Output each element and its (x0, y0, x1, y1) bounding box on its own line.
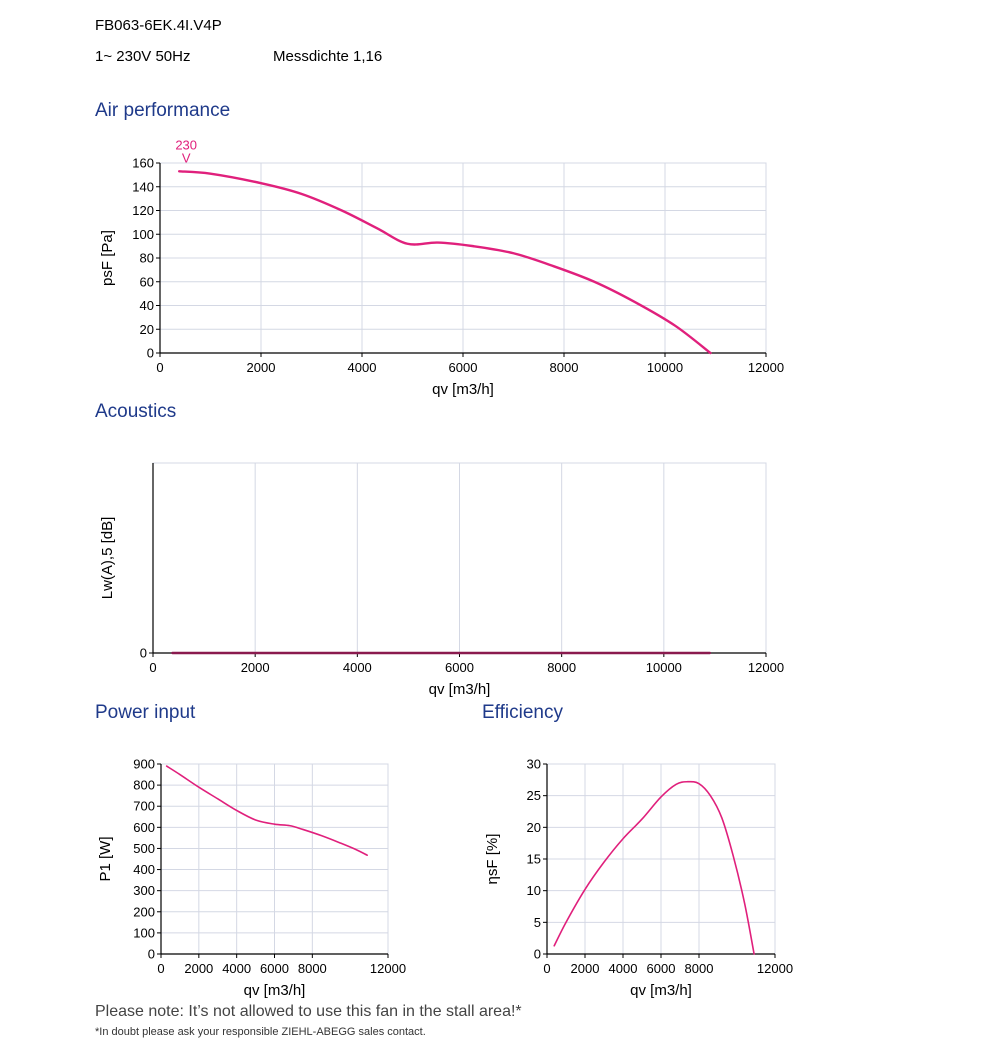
air-y-tick-label: 140 (132, 179, 154, 194)
air-y-tick-label: 160 (132, 156, 154, 171)
efficiency-y-tick-label: 20 (527, 820, 541, 835)
efficiency-x-tick-label: 4000 (609, 961, 638, 976)
power-x-tick-label: 12000 (370, 961, 406, 976)
efficiency-y-axis-label: ηsF [%] (484, 834, 501, 885)
acoustics-x-tick-label: 0 (149, 660, 156, 675)
air-x-tick-label: 10000 (647, 360, 683, 375)
air-y-tick-label: 60 (140, 274, 154, 289)
power-y-tick-label: 0 (148, 947, 155, 962)
air-y-tick-label: 100 (132, 227, 154, 242)
efficiency-x-axis-label: qv [m3/h] (630, 982, 692, 999)
efficiency-x-tick-label: 8000 (685, 961, 714, 976)
air-x-tick-label: 0 (156, 360, 163, 375)
power-y-tick-label: 600 (133, 820, 155, 835)
efficiency-y-tick-label: 30 (527, 757, 541, 772)
efficiency-y-tick-label: 15 (527, 852, 541, 867)
air-x-tick-label: 2000 (247, 360, 276, 375)
acoustics-x-tick-label: 2000 (241, 660, 270, 675)
power-y-tick-label: 900 (133, 757, 155, 772)
acoustics-x-tick-label: 4000 (343, 660, 372, 675)
acoustics-x-tick-label: 6000 (445, 660, 474, 675)
power-y-tick-label: 700 (133, 799, 155, 814)
stall-area-note: Please note: It’s not allowed to use thi… (95, 1003, 522, 1020)
efficiency-x-tick-label: 6000 (647, 961, 676, 976)
air-x-tick-label: 12000 (748, 360, 784, 375)
efficiency-y-tick-label: 25 (527, 788, 541, 803)
power-y-tick-label: 800 (133, 778, 155, 793)
efficiency-y-tick-label: 0 (534, 947, 541, 962)
power-x-tick-label: 6000 (260, 961, 289, 976)
power-y-axis-label: P1 [W] (97, 836, 114, 881)
air-series-line (177, 170, 712, 355)
power-y-tick-label: 100 (133, 925, 155, 940)
efficiency-y-tick-label: 10 (527, 883, 541, 898)
power-y-tick-label: 400 (133, 862, 155, 877)
acoustics-x-tick-label: 8000 (547, 660, 576, 675)
efficiency-series-line (553, 780, 755, 955)
air-y-tick-label: 0 (147, 346, 154, 361)
air-x-tick-label: 4000 (348, 360, 377, 375)
model-designation: FB063-6EK.4I.V4P (95, 17, 222, 34)
efficiency-title: Efficiency (482, 702, 563, 723)
air-y-tick-label: 80 (140, 251, 154, 266)
air-x-tick-label: 8000 (550, 360, 579, 375)
air-y-tick-label: 40 (140, 298, 154, 313)
power-x-tick-label: 4000 (222, 961, 251, 976)
air-x-axis-label: qv [m3/h] (432, 381, 494, 398)
air-series-label: 230 V (175, 137, 197, 165)
power-input-title: Power input (95, 702, 196, 723)
power-y-tick-label: 500 (133, 841, 155, 856)
measurement-density: Messdichte 1,16 (273, 48, 383, 65)
air-performance-title: Air performance (95, 100, 231, 121)
efficiency-x-tick-label: 12000 (757, 961, 793, 976)
power-x-axis-label: qv [m3/h] (244, 982, 306, 999)
efficiency-x-tick-label: 2000 (571, 961, 600, 976)
acoustics-x-axis-label: qv [m3/h] (429, 681, 491, 698)
sales-contact-note: *In doubt please ask your responsible ZI… (95, 1026, 426, 1038)
acoustics-x-tick-label: 12000 (748, 660, 784, 675)
air-y-tick-label: 120 (132, 203, 154, 218)
power-series-line (165, 765, 368, 856)
air-x-tick-label: 6000 (449, 360, 478, 375)
power-y-tick-label: 300 (133, 883, 155, 898)
power-y-tick-label: 200 (133, 904, 155, 919)
acoustics-y-tick-label: 0 (140, 646, 147, 661)
acoustics-x-tick-label: 10000 (646, 660, 682, 675)
efficiency-x-tick-label: 0 (543, 961, 550, 976)
air-y-axis-label: psF [Pa] (99, 230, 116, 286)
power-x-tick-label: 0 (157, 961, 164, 976)
air-y-tick-label: 20 (140, 322, 154, 337)
acoustics-title: Acoustics (95, 401, 177, 422)
acoustics-y-axis-label: Lw(A),5 [dB] (99, 517, 116, 600)
power-x-tick-label: 2000 (184, 961, 213, 976)
efficiency-y-tick-label: 5 (534, 915, 541, 930)
supply-voltage: 1~ 230V 50Hz (95, 48, 191, 65)
power-x-tick-label: 8000 (298, 961, 327, 976)
